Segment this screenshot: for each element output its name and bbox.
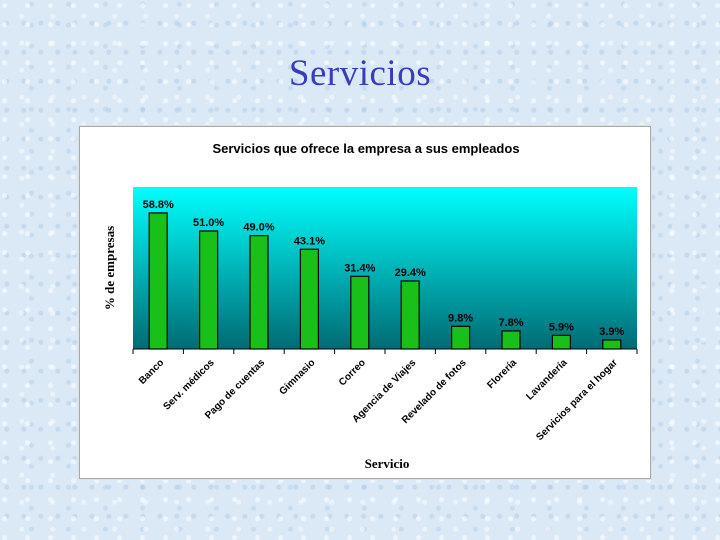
bar [350, 275, 370, 350]
data-label: 3.9% [599, 326, 624, 338]
bar [451, 325, 471, 350]
data-label: 58.8% [143, 199, 174, 211]
chart-title: Servicios que ofrece la empresa a sus em… [212, 141, 519, 156]
data-label: 43.1% [294, 235, 325, 247]
x-tick-label: Gimnasio [278, 357, 318, 397]
data-label: 29.4% [395, 267, 426, 279]
x-axis-title: Servicio [365, 456, 410, 471]
bar [198, 230, 219, 350]
y-axis-title: % de empresas [102, 226, 117, 310]
data-label: 5.9% [549, 321, 574, 333]
bar [602, 339, 622, 350]
data-label: 49.0% [243, 222, 274, 234]
slide-title: Servicios [288, 53, 432, 94]
chart-container: Servicios que ofrece la empresa a sus em… [79, 126, 651, 479]
bar [148, 212, 168, 350]
x-tick-label: Banco [137, 357, 166, 386]
x-tick-label: Florería [485, 357, 519, 391]
bar-chart: Servicios que ofrece la empresa a sus em… [102, 141, 638, 471]
x-tick-label: Lavandería [524, 357, 569, 402]
data-label: 31.4% [344, 262, 375, 274]
bar [501, 330, 521, 350]
bar [249, 234, 269, 350]
data-label: 51.0% [193, 217, 224, 229]
x-tick-label: Servicios para el hogar [534, 357, 620, 443]
data-label: 7.8% [498, 317, 523, 329]
x-tick-label: Serv. médicos [162, 357, 218, 413]
x-tick-label: Correo [337, 357, 368, 388]
data-label: 9.8% [448, 312, 473, 324]
bar [551, 334, 571, 350]
bar [400, 280, 420, 350]
bar [299, 248, 319, 350]
